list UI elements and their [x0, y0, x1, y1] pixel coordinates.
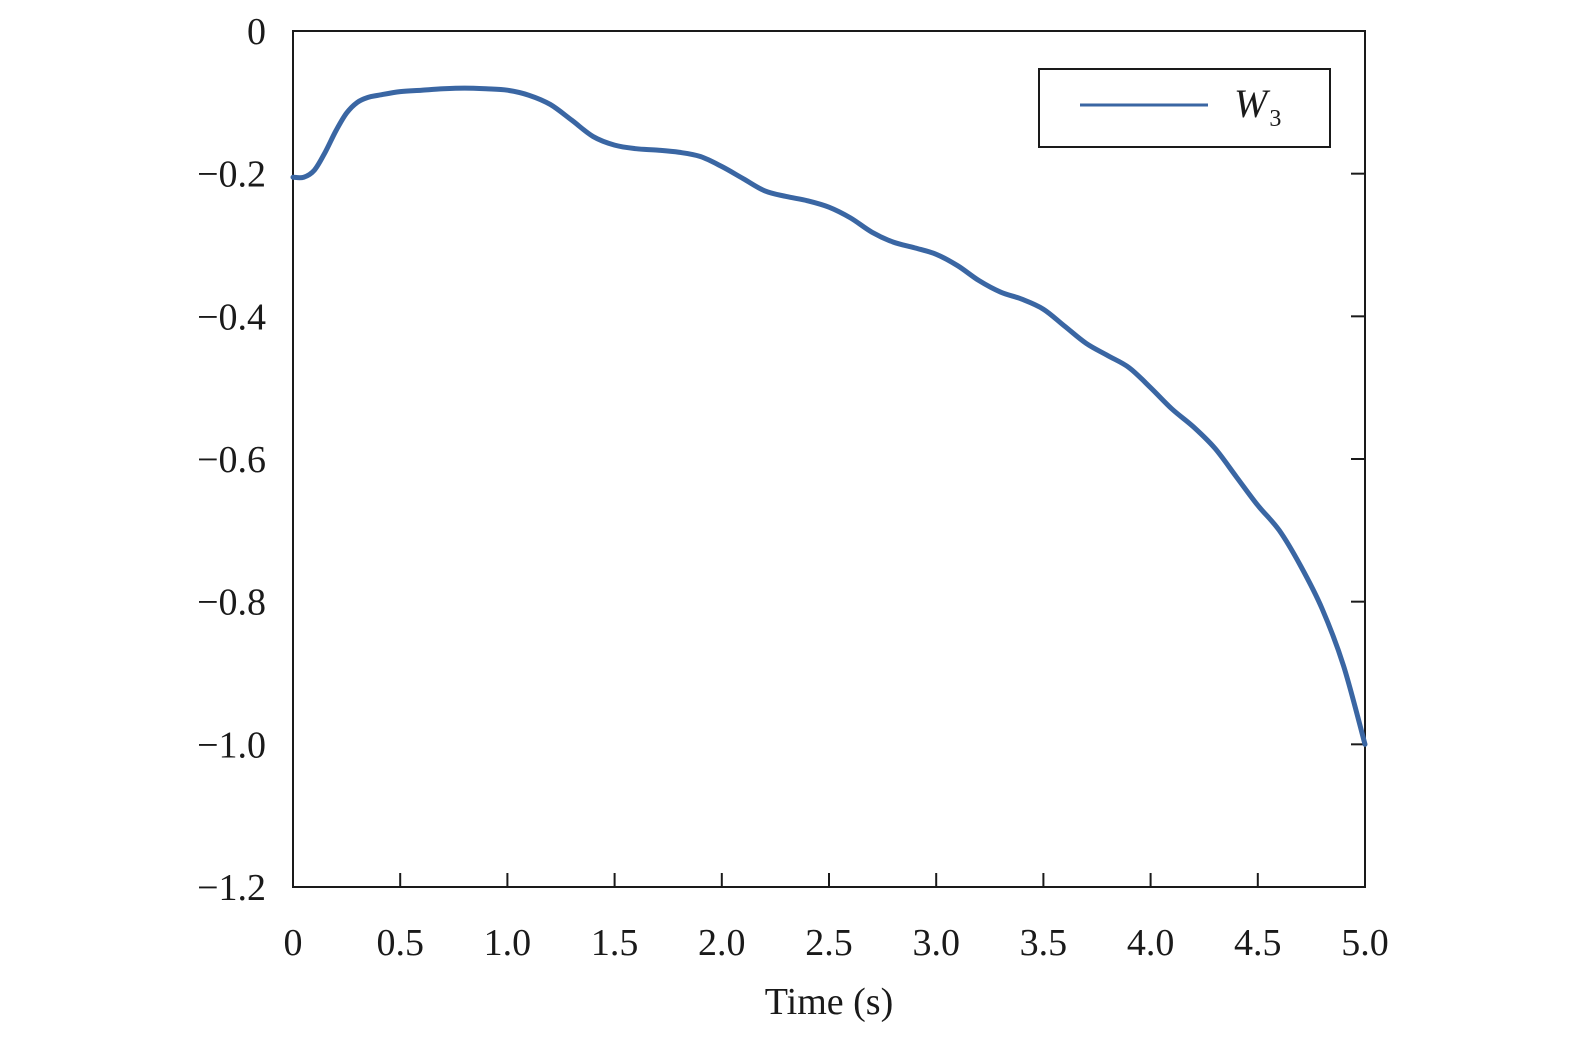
x-tick-label: 4.0: [1127, 922, 1175, 964]
x-axis-title: Time (s): [765, 981, 893, 1023]
y-axis-ticks: 0 −0.2 −0.4 −0.6 −0.8 −1.0 −1.2: [197, 11, 1365, 909]
plot-frame: [292, 30, 1366, 888]
y-tick-label: −0.4: [197, 296, 266, 338]
series-layer: [290, 85, 1368, 747]
series-line-w3: [290, 85, 1368, 747]
x-tick-label: 1.5: [591, 922, 639, 964]
plot-border: [292, 30, 1366, 888]
x-axis-ticks: 0 0.5 1.0 1.5 2.0 2.5 3.0 3.5 4.0 4.5 5.0: [284, 873, 1389, 964]
legend-label-subscript: 3: [1269, 106, 1281, 132]
y-tick-label: 0: [247, 11, 266, 53]
x-tick-label: 4.5: [1234, 922, 1282, 964]
y-tick-label: −1.0: [197, 724, 266, 766]
y-tick-label: −0.2: [197, 154, 266, 196]
x-tick-label: 3.5: [1020, 922, 1068, 964]
x-tick-label: 3.0: [912, 922, 960, 964]
y-tick-label: −1.2: [197, 867, 266, 909]
legend: W3: [1038, 68, 1331, 148]
x-tick-label: 5.0: [1341, 922, 1389, 964]
x-tick-label: 2.5: [805, 922, 853, 964]
x-tick-label: 2.0: [698, 922, 746, 964]
legend-box: [1038, 68, 1331, 148]
x-tick-label: 0: [284, 922, 303, 964]
x-tick-label: 0.5: [376, 922, 424, 964]
x-tick-label: 1.0: [484, 922, 532, 964]
y-tick-label: −0.8: [197, 582, 266, 624]
y-tick-label: −0.6: [197, 439, 266, 481]
